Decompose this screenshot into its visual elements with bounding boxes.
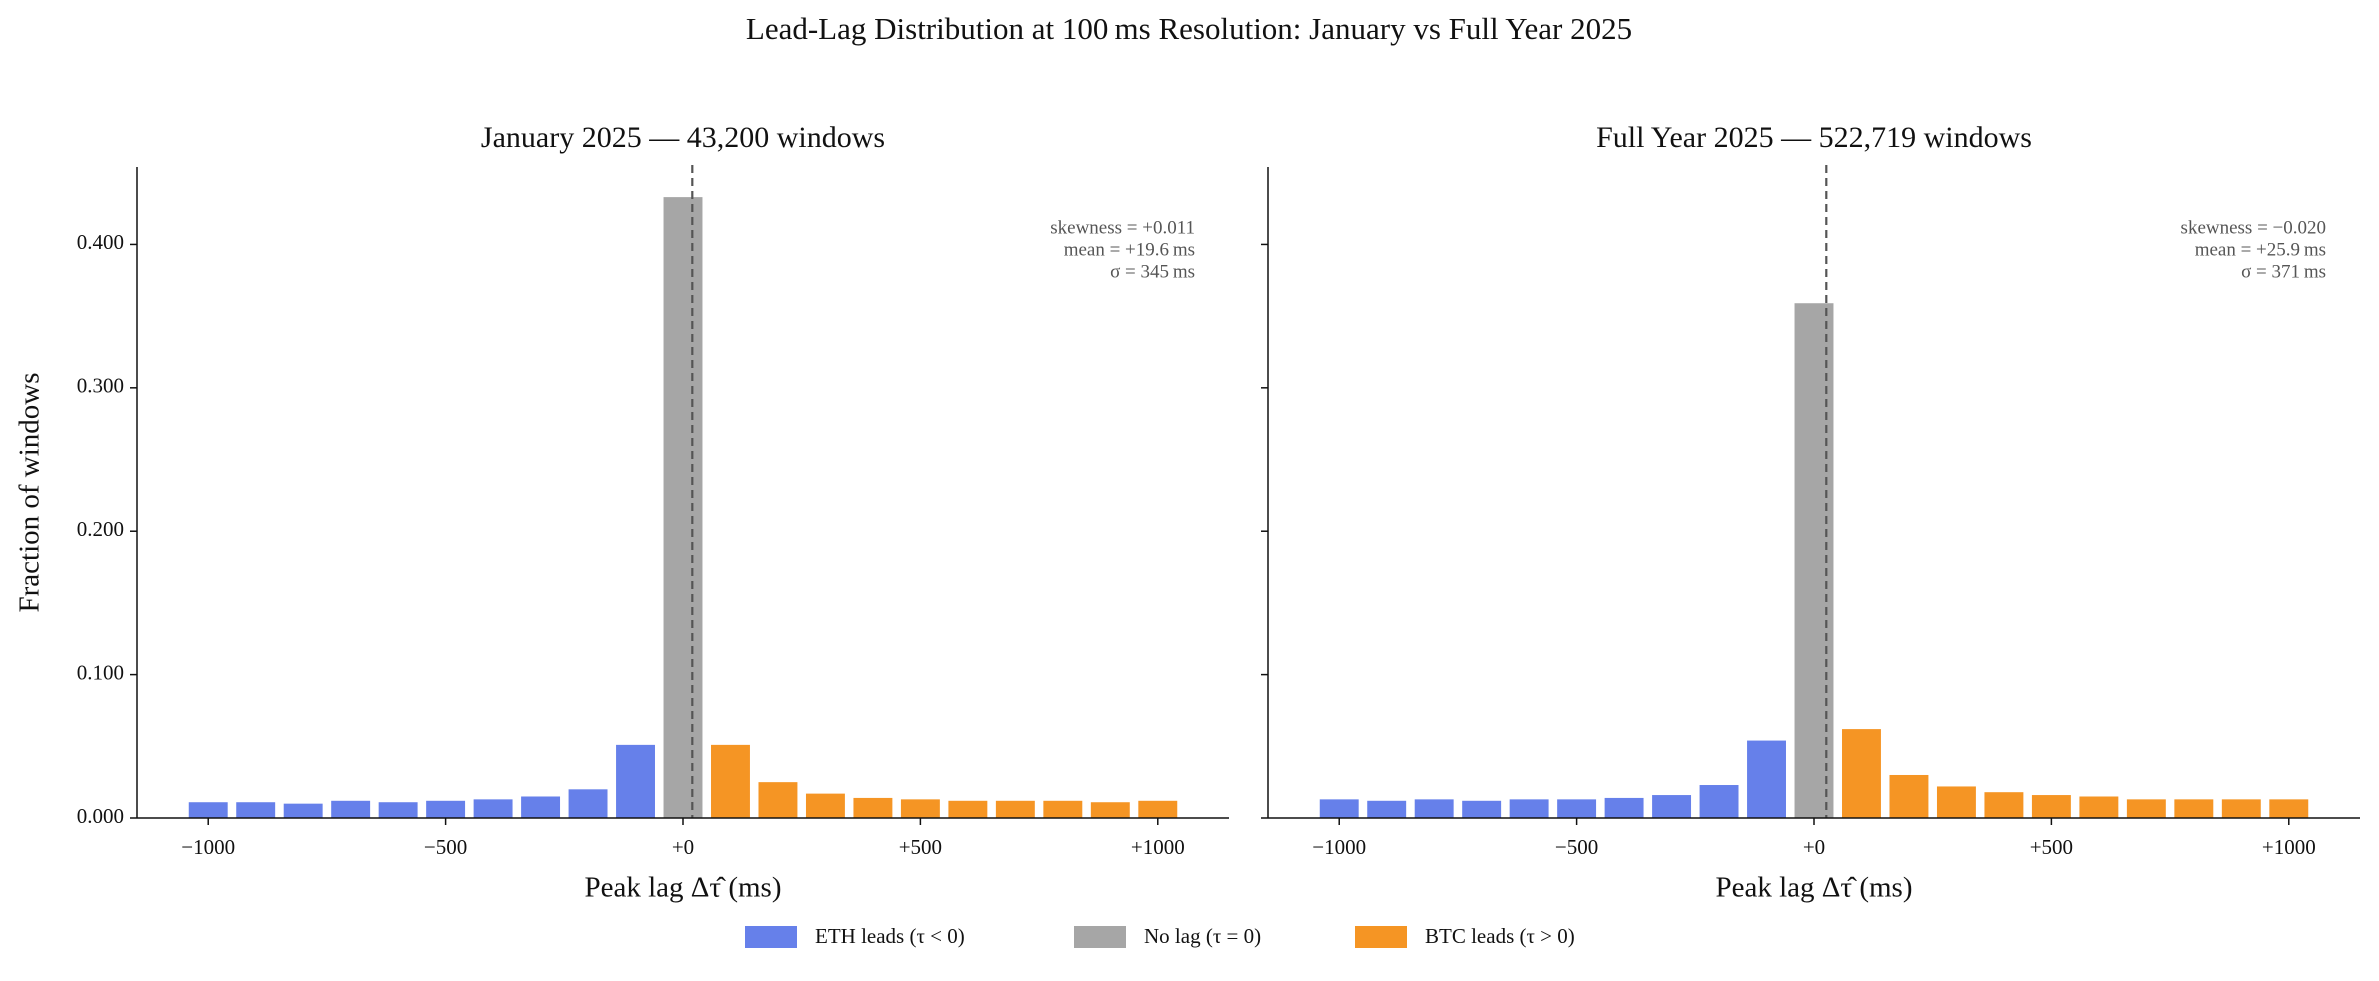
x-tick-label: −1000 <box>1312 835 1366 859</box>
bar <box>1747 740 1786 818</box>
legend-label: BTC leads (τ > 0) <box>1425 924 1575 948</box>
legend-swatch <box>1074 926 1126 948</box>
bar <box>1604 797 1644 818</box>
bar <box>1462 800 1502 818</box>
legend-label: No lag (τ = 0) <box>1144 924 1261 948</box>
bar <box>1509 799 1549 818</box>
bar <box>473 799 513 818</box>
stat-annotation: skewness = +0.011 <box>1050 217 1195 238</box>
bar <box>1414 799 1454 818</box>
bar <box>1889 774 1929 818</box>
bar <box>616 744 655 818</box>
bar <box>1557 799 1597 818</box>
bar <box>1936 786 1976 818</box>
x-tick-label: −500 <box>424 835 467 859</box>
bar <box>1367 800 1407 818</box>
bar <box>711 744 750 818</box>
bar <box>853 797 893 818</box>
y-tick-label: 0.300 <box>77 374 124 398</box>
stat-annotation: σ = 345 ms <box>1110 261 1195 282</box>
y-tick-label: 0.200 <box>77 517 124 541</box>
bar <box>2126 799 2166 818</box>
x-tick-label: +500 <box>899 835 942 859</box>
bar <box>758 782 798 818</box>
stat-annotation: mean = +19.6 ms <box>1064 239 1195 260</box>
bar <box>1699 785 1739 818</box>
bar <box>1319 799 1359 818</box>
bar <box>2174 799 2214 818</box>
bar <box>805 793 845 818</box>
bar <box>568 789 608 818</box>
bar <box>331 800 371 818</box>
x-axis-label: Peak lag Δτ̂ (ms) <box>584 872 781 904</box>
x-axis-label: Peak lag Δτ̂ (ms) <box>1715 872 1912 904</box>
legend-swatch <box>745 926 797 948</box>
x-tick-label: +1000 <box>1131 835 1185 859</box>
bar <box>1652 795 1692 818</box>
y-tick-label: 0.100 <box>77 660 124 684</box>
panel-title: January 2025 — 43,200 windows <box>481 121 885 154</box>
bar <box>1842 729 1881 818</box>
figure-title: Lead-Lag Distribution at 100 ms Resoluti… <box>746 11 1632 46</box>
bar <box>378 802 418 818</box>
y-tick-label: 0.000 <box>77 804 124 828</box>
bar <box>2269 799 2309 818</box>
bar <box>2221 799 2261 818</box>
bar <box>236 802 276 818</box>
bar <box>900 799 940 818</box>
bar <box>1984 792 2024 818</box>
bar <box>663 197 703 819</box>
bar <box>948 800 988 818</box>
legend-label: ETH leads (τ < 0) <box>815 924 965 948</box>
x-tick-label: +0 <box>672 835 694 859</box>
stat-annotation: skewness = −0.020 <box>2181 217 2326 238</box>
x-tick-label: +500 <box>2030 835 2073 859</box>
panel-title: Full Year 2025 — 522,719 windows <box>1596 121 2032 154</box>
bar <box>1090 802 1130 818</box>
legend-swatch <box>1355 926 1407 948</box>
bar <box>188 802 228 818</box>
bar <box>426 800 466 818</box>
bar <box>1794 303 1834 818</box>
bar <box>1043 800 1083 818</box>
y-tick-label: 0.400 <box>77 230 124 254</box>
bar <box>995 800 1035 818</box>
stat-annotation: σ = 371 ms <box>2241 261 2326 282</box>
y-axis-label: Fraction of windows <box>14 372 46 612</box>
x-tick-label: −1000 <box>181 835 235 859</box>
bar <box>521 796 561 818</box>
bar <box>2079 796 2119 818</box>
x-tick-label: +0 <box>1803 835 1825 859</box>
bar <box>1138 800 1178 818</box>
x-tick-label: −500 <box>1555 835 1598 859</box>
stat-annotation: mean = +25.9 ms <box>2195 239 2326 260</box>
bar <box>2031 795 2071 818</box>
x-tick-label: +1000 <box>2262 835 2316 859</box>
bar <box>283 803 323 818</box>
